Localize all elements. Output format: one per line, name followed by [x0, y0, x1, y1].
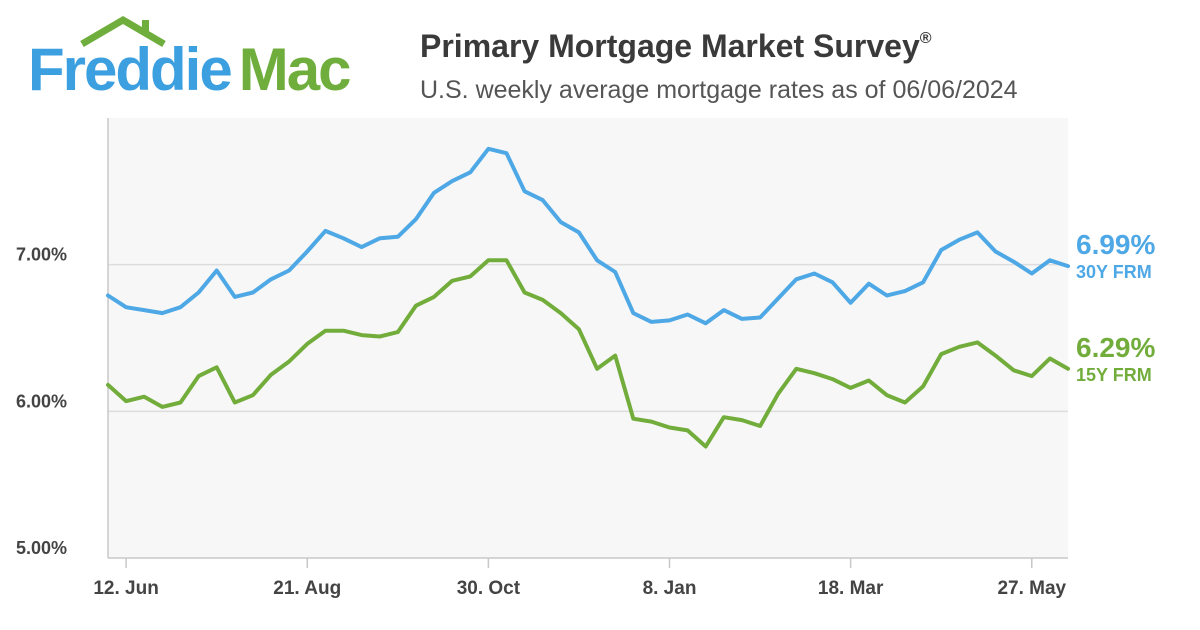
- series-line-30y-frm: [106, 146, 1070, 326]
- end-value-label-1: 6.29%: [1076, 332, 1155, 363]
- chart-subtitle: U.S. weekly average mortgage rates as of…: [420, 76, 1018, 104]
- x-tick-label-0: 12. Jun: [93, 578, 158, 599]
- end-value-label-0: 6.99%: [1076, 229, 1155, 260]
- logo-freddie: Freddie: [28, 36, 233, 103]
- registered-mark: ®: [919, 30, 932, 47]
- end-series-label-1: 15Y FRM: [1076, 365, 1152, 385]
- chart-title: Primary Mortgage Market Survey®: [420, 28, 932, 65]
- x-tick-label-5: 27. May: [997, 578, 1066, 599]
- house-roof-icon: [80, 15, 166, 48]
- freddie-mac-logo: Freddie Mac: [24, 14, 384, 114]
- logo-mac: Mac: [238, 36, 352, 103]
- x-tick-label-1: 21. Aug: [273, 578, 341, 599]
- logo-wordmark: Freddie Mac: [28, 40, 351, 100]
- x-tick-label-3: 8. Jan: [643, 578, 697, 599]
- x-tick-label-2: 30. Oct: [457, 578, 521, 599]
- chart-title-text: Primary Mortgage Market Survey: [420, 28, 920, 64]
- plot-background: [108, 118, 1068, 558]
- series-line-15y-frm: [106, 258, 1070, 449]
- x-tick-label-4: 18. Mar: [818, 578, 884, 599]
- y-tick-label-1: 6.00%: [16, 391, 67, 411]
- y-tick-label-0: 5.00%: [16, 538, 67, 558]
- end-series-label-0: 30Y FRM: [1076, 262, 1152, 282]
- y-tick-label-2: 7.00%: [16, 245, 67, 265]
